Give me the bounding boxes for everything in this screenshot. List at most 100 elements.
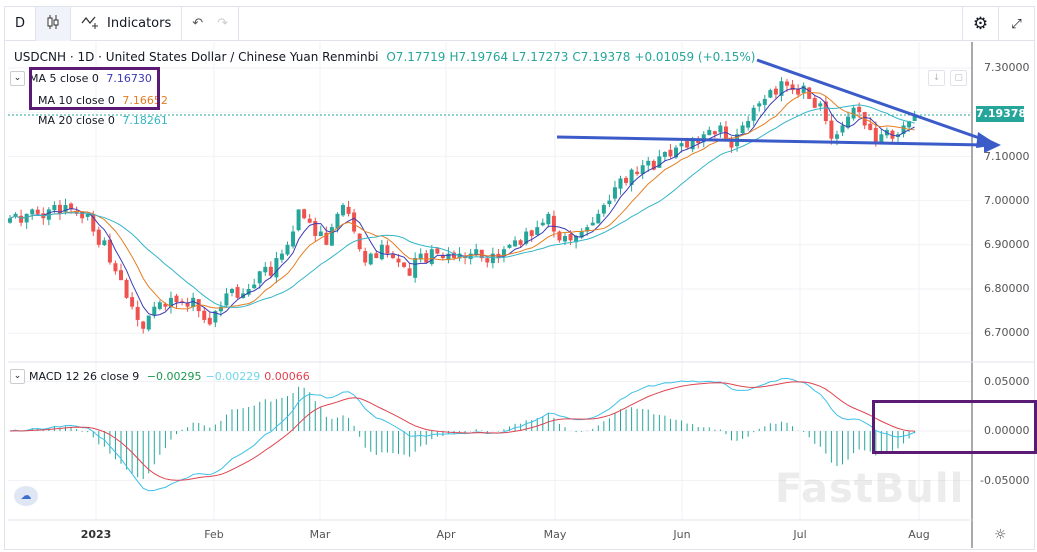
candle-body xyxy=(279,253,284,260)
candle-body xyxy=(341,205,345,216)
candle-body xyxy=(218,306,223,312)
candle-body xyxy=(563,235,567,242)
candle-body xyxy=(612,187,617,199)
candle-body xyxy=(146,315,151,330)
symbol-legend: USDCNH · 1D · United States Dollar / Chi… xyxy=(14,50,759,64)
toolbar: D Indicators ↶ ↷ ⚙ ⤢ xyxy=(5,6,1034,41)
candle-body xyxy=(35,209,40,214)
settings-button[interactable]: ⚙ xyxy=(962,7,998,41)
candle-body xyxy=(757,103,762,107)
candle-body xyxy=(746,121,751,128)
ma20-value: 7.18261 xyxy=(122,114,168,127)
candle-body xyxy=(130,297,135,307)
candle-body xyxy=(574,235,579,243)
candle-body xyxy=(91,214,96,232)
candle-body xyxy=(540,222,545,226)
candle-body xyxy=(168,297,173,308)
candle-body xyxy=(479,249,484,259)
price-tick: 7.30000 xyxy=(984,61,1030,74)
candle-body xyxy=(685,141,690,148)
candle-body xyxy=(174,295,179,303)
candle-body xyxy=(191,297,196,308)
candle-body xyxy=(712,131,717,135)
macd-signal-value: −0.00229 xyxy=(205,369,261,383)
indicators-button[interactable]: Indicators xyxy=(71,6,183,41)
candle-body xyxy=(801,85,806,93)
candle-body xyxy=(69,203,74,210)
download-icon[interactable]: ↓ xyxy=(928,70,945,86)
candle-body xyxy=(579,231,584,238)
cloud-logo-icon: ☁ xyxy=(14,486,38,506)
macd-tick: -0.05000 xyxy=(980,474,1030,487)
candle-body xyxy=(324,232,329,245)
candle-body xyxy=(224,293,229,306)
macd-value: −0.00295 xyxy=(146,369,202,383)
candle-body xyxy=(246,289,251,295)
candle-body xyxy=(235,287,240,298)
candle-body xyxy=(402,262,407,267)
candle-body xyxy=(818,103,823,107)
undo-redo-group: ↶ ↷ xyxy=(182,6,240,41)
candle-body xyxy=(230,289,234,293)
arrow-head-icon xyxy=(984,137,1001,153)
candle-body xyxy=(285,244,290,255)
undo-icon[interactable]: ↶ xyxy=(192,16,204,31)
candle-body xyxy=(80,211,85,219)
candle-body xyxy=(668,149,673,157)
ohlc-close: C7.19378 xyxy=(572,50,631,64)
candle-body xyxy=(812,97,817,108)
candle-body xyxy=(368,253,373,265)
collapse-chevron-icon[interactable]: ⌄ xyxy=(10,71,25,86)
candle-body xyxy=(590,222,595,226)
interval-button[interactable]: D xyxy=(5,6,37,41)
candlestick-icon xyxy=(46,14,60,34)
candle-body xyxy=(690,138,695,150)
candle-body xyxy=(868,123,873,130)
watermark-logo: FastBull xyxy=(775,466,965,512)
symbol-title: USDCNH · 1D · United States Dollar / Chi… xyxy=(14,50,379,64)
candle-body xyxy=(257,271,262,284)
candle-body xyxy=(846,116,851,128)
indicators-label: Indicators xyxy=(107,16,172,31)
trendline-support xyxy=(556,135,986,147)
candle-body xyxy=(307,218,312,223)
price-tick: 6.90000 xyxy=(984,238,1030,251)
candle-body xyxy=(113,263,118,272)
candle-body xyxy=(607,200,612,205)
candle-body xyxy=(424,253,429,263)
time-tick: Feb xyxy=(204,528,224,541)
candle-body xyxy=(546,213,551,225)
candle-body xyxy=(374,253,379,259)
candle-body xyxy=(773,88,778,95)
candle-body xyxy=(485,258,490,263)
time-tick: May xyxy=(543,528,567,541)
candle-body xyxy=(452,252,456,259)
candle-body xyxy=(24,213,29,223)
candle-body xyxy=(396,258,401,263)
redo-icon[interactable]: ↷ xyxy=(217,16,229,31)
candle-body xyxy=(13,213,18,217)
ohlc-low: L7.17273 xyxy=(512,50,569,64)
candle-body xyxy=(119,270,123,281)
candle-body xyxy=(907,121,912,128)
candle-body xyxy=(912,114,917,121)
chart-type-button[interactable] xyxy=(36,6,72,41)
candle-body xyxy=(352,212,357,232)
candle-body xyxy=(585,227,590,232)
candle-body xyxy=(701,134,706,143)
candle-body xyxy=(379,244,384,260)
axis-settings-icon[interactable]: ☼ xyxy=(994,527,1007,543)
candle-body xyxy=(8,218,12,223)
fullscreen-button[interactable]: ⤢ xyxy=(998,7,1034,41)
candle-body xyxy=(274,258,279,278)
candle-body xyxy=(390,254,395,259)
ohlc-change: +0.01059 (+0.15%) xyxy=(634,50,756,64)
candle-body xyxy=(440,255,445,259)
chart-frame xyxy=(4,6,1035,550)
maximize-pane-icon[interactable]: ▢ xyxy=(950,70,967,86)
ma20-label: MA 20 close 0 xyxy=(38,114,115,127)
collapse-chevron-icon[interactable]: ⌄ xyxy=(10,369,25,384)
time-tick: Jun xyxy=(673,528,691,541)
candle-body xyxy=(662,151,667,157)
